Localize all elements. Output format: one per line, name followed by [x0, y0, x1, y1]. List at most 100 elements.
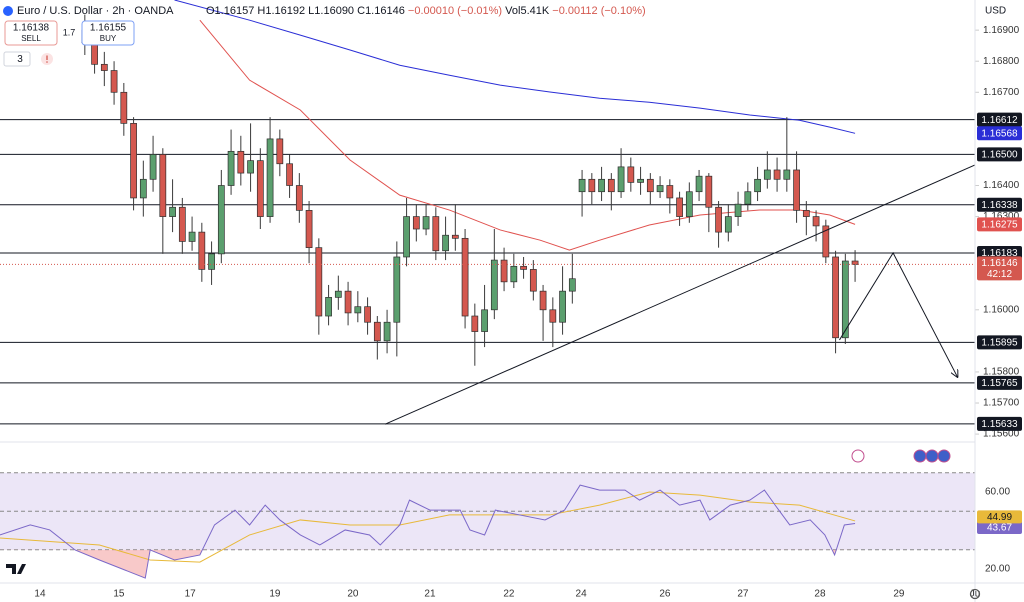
candle-body — [334, 290, 342, 298]
candle-body — [793, 169, 800, 211]
candle-body — [841, 260, 849, 339]
close: C1.16146 — [357, 5, 405, 17]
candle-body — [295, 185, 303, 211]
candle-body — [549, 309, 557, 323]
level-label-box — [977, 112, 1022, 127]
y-tick-label: 1.15600 — [983, 429, 1020, 440]
candle-body — [354, 306, 362, 314]
candle-body — [685, 191, 693, 217]
x-tick-label: 15 — [113, 589, 125, 600]
level-label: 1.16338 — [981, 200, 1018, 211]
candle-body — [159, 154, 167, 217]
candle-body — [422, 216, 430, 230]
volume-change: −0.00112 (−0.10%) — [552, 5, 645, 17]
event-icon[interactable] — [851, 449, 865, 463]
buy-label[interactable]: BUY — [100, 34, 117, 43]
level-label-box — [977, 375, 1022, 390]
candle-body — [617, 166, 625, 193]
candle-body — [188, 231, 196, 242]
candle-body — [559, 290, 566, 323]
ma-label-box — [977, 217, 1022, 232]
y-tick-label: 1.15800 — [983, 367, 1020, 378]
settings-icon[interactable] — [969, 588, 981, 600]
buy-button[interactable] — [81, 20, 135, 46]
level-label: 1.15895 — [981, 338, 1018, 349]
y-tick-label: 1.16400 — [983, 180, 1020, 191]
candle-body — [520, 265, 527, 270]
sell-button[interactable] — [4, 20, 58, 46]
rsi-tick-label: 20.00 — [985, 564, 1010, 575]
buy-price[interactable]: 1.16155 — [90, 23, 127, 34]
y-tick-label: 1.15700 — [983, 398, 1020, 409]
candle-body — [568, 278, 576, 292]
candle-body — [773, 169, 781, 180]
x-tick-label: 29 — [893, 589, 905, 600]
indicator-toggle[interactable] — [3, 51, 31, 67]
candle-body — [383, 321, 391, 342]
candle-body — [110, 70, 118, 93]
indicator-count[interactable]: 3 — [17, 54, 23, 65]
candle-body — [832, 256, 839, 339]
sell-label[interactable]: SELL — [21, 34, 41, 43]
x-tick-label: 19 — [269, 589, 281, 600]
candle-body — [529, 269, 537, 292]
candle-body — [276, 138, 284, 165]
candle-body — [598, 178, 605, 193]
y-tick-label: 1.16300 — [983, 211, 1020, 222]
candle-body — [666, 185, 674, 199]
candle-body — [539, 290, 547, 311]
x-tick-label: 26 — [659, 589, 671, 600]
event-icon[interactable] — [913, 449, 927, 463]
candle-body — [149, 154, 157, 180]
low: L1.16090 — [308, 5, 354, 17]
event-icon[interactable] — [937, 449, 951, 463]
change: −0.00010 (−0.01%) — [408, 5, 502, 17]
candle-body — [676, 197, 683, 217]
candle-body — [373, 321, 381, 342]
symbol-logo — [3, 6, 13, 16]
x-tick-label: 14 — [34, 589, 46, 600]
symbol-title: Euro / U.S. Dollar · 2h · OANDA — [17, 5, 174, 17]
rsi-ma-line — [0, 491, 856, 563]
sell-price[interactable]: 1.16138 — [13, 23, 50, 34]
candle-body — [237, 150, 245, 174]
candle-body — [705, 175, 713, 208]
candle-body — [637, 178, 644, 183]
alert-dot — [46, 61, 48, 63]
y-tick-label: 1.16800 — [983, 56, 1020, 67]
candle-body — [169, 206, 176, 217]
level-label-box — [977, 416, 1022, 431]
candle-body — [715, 206, 722, 233]
candle-body — [802, 210, 810, 217]
candle-body — [305, 210, 313, 249]
candle-body — [208, 253, 215, 270]
candle-body — [510, 265, 518, 283]
level-label: 1.16612 — [981, 115, 1018, 126]
current-price-box — [977, 256, 1022, 281]
candle-body — [812, 216, 820, 227]
candle-body — [490, 259, 498, 311]
candle-body — [471, 315, 479, 332]
candle-body — [139, 178, 147, 199]
rsi-label-box — [977, 510, 1022, 524]
candle-body — [178, 206, 186, 242]
candle-body — [412, 216, 420, 230]
rsi-line — [0, 484, 856, 579]
x-tick-label: 24 — [576, 589, 588, 600]
level-label: 1.16183 — [981, 248, 1018, 259]
moving-average — [199, 19, 856, 251]
ma-label: 1.16568 — [981, 128, 1018, 139]
spread: 1.7 — [63, 27, 76, 37]
moving-average — [174, 0, 856, 134]
ohlc-legend: O1.16157 H1.16192 L1.16090 C1.16146 −0.0… — [206, 5, 646, 17]
candle-body — [100, 63, 108, 71]
candle-body — [217, 185, 225, 255]
level-label: 1.15633 — [981, 419, 1018, 430]
candle-body — [851, 260, 859, 265]
event-icon[interactable] — [925, 449, 939, 463]
candle-body — [695, 175, 703, 193]
candle-body — [724, 216, 732, 233]
candle-body — [130, 123, 137, 199]
candle-body — [481, 309, 488, 332]
